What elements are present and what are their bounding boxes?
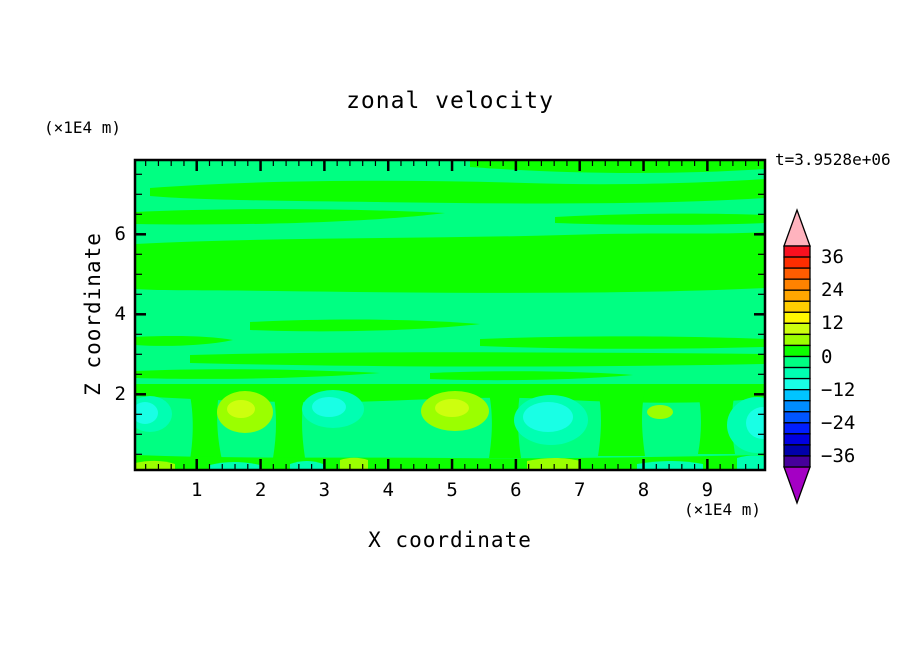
colorbar-band bbox=[783, 267, 811, 280]
axis-ticks bbox=[136, 161, 764, 469]
x-tick-label: 5 bbox=[446, 479, 458, 501]
colorbar-tick-label: −24 bbox=[821, 411, 856, 434]
colorbar-over-arrow bbox=[783, 208, 811, 247]
colorbar-band bbox=[783, 289, 811, 302]
y-tick-label: 2 bbox=[114, 383, 126, 406]
x-axis-title: X coordinate bbox=[368, 528, 532, 552]
x-tick-label: 3 bbox=[318, 479, 331, 501]
colorbar-band bbox=[783, 311, 811, 324]
colorbar-band bbox=[783, 300, 811, 313]
colorbar bbox=[783, 208, 811, 505]
colorbar-band bbox=[783, 344, 811, 358]
y-tick-label: 4 bbox=[114, 303, 126, 326]
plot-border bbox=[133, 158, 767, 472]
x-tick-label: 2 bbox=[254, 479, 267, 501]
colorbar-band bbox=[783, 422, 811, 435]
colorbar-tick-label: 0 bbox=[821, 345, 833, 368]
colorbar-under-arrow bbox=[783, 466, 811, 505]
colorbar-band bbox=[783, 256, 811, 269]
field-streaks-positive bbox=[135, 160, 765, 381]
colorbar-band bbox=[783, 333, 811, 347]
x-tick-label: 4 bbox=[382, 479, 394, 501]
x-tick-label: 7 bbox=[573, 479, 586, 501]
colorbar-tick-label: 36 bbox=[821, 246, 844, 269]
contour-field bbox=[135, 160, 765, 470]
colorbar-band bbox=[783, 444, 811, 457]
colorbar-band bbox=[783, 245, 811, 258]
x-tick-label: 6 bbox=[510, 479, 522, 501]
x-tick-label: 8 bbox=[637, 479, 650, 501]
colorbar-tick-label: −36 bbox=[821, 444, 856, 467]
colorbar-tick-label: 24 bbox=[821, 279, 844, 302]
chart-title: zonal velocity bbox=[346, 88, 554, 114]
time-annotation: t=3.9528e+06 bbox=[775, 150, 891, 169]
colorbar-band bbox=[783, 388, 811, 402]
colorbar-band bbox=[783, 400, 811, 413]
field-positive-cells bbox=[135, 391, 673, 470]
colorbar-tick-label: 12 bbox=[821, 312, 844, 335]
colorbar-tick-label: −12 bbox=[821, 378, 856, 401]
colorbar-band bbox=[783, 322, 811, 336]
colorbar-band bbox=[783, 355, 811, 369]
colorbar-band bbox=[783, 366, 811, 380]
colorbar-band bbox=[783, 411, 811, 424]
colorbar-band bbox=[783, 433, 811, 446]
x-axis-unit-label: (×1E4 m) bbox=[684, 500, 762, 519]
x-tick-label: 1 bbox=[190, 479, 203, 501]
colorbar-band bbox=[783, 377, 811, 391]
x-tick-label: 9 bbox=[701, 479, 714, 501]
colorbar-band bbox=[783, 278, 811, 291]
colorbar-band bbox=[783, 455, 811, 468]
y-tick-label: 6 bbox=[114, 223, 126, 246]
y-axis-unit-label: (×1E4 m) bbox=[44, 118, 122, 137]
